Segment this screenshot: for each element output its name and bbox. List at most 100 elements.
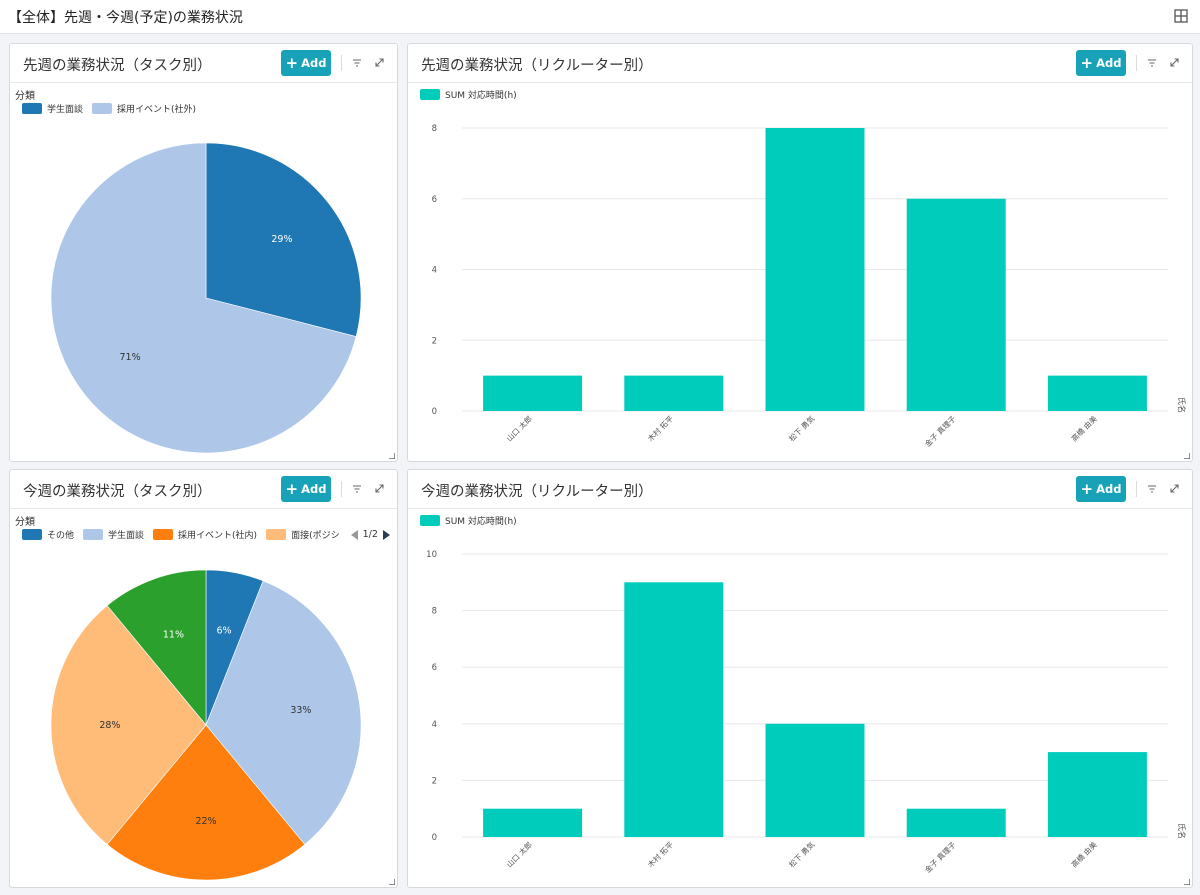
x-tick-label: 山口 太郎 [504, 839, 534, 869]
filter-icon[interactable] [352, 484, 362, 494]
legend-label: SUM 対応時間(h) [445, 517, 517, 527]
layout-grid-icon[interactable] [1174, 9, 1188, 23]
legend-swatch [420, 515, 440, 526]
bar[interactable] [906, 198, 1006, 411]
legend-item[interactable]: SUM 対応時間(h) [420, 88, 517, 101]
legend-item[interactable]: 採用イベント(社外) [92, 102, 196, 115]
bar-chart: 0 2 4 6 8 山口 太郎 木村 拓平 松下 勇気 金子 真理子 高橋 由美 氏名 [432, 124, 1187, 449]
panel-header: 先週の業務状況（タスク別） + Add [10, 44, 397, 83]
bar[interactable] [483, 375, 583, 411]
x-tick-label: 高橋 由美 [1069, 839, 1099, 869]
panel-this-week-recruiter: 今週の業務状況（リクルーター別） + Add SUM 対応時間(h) 0 2 4 6 8… [407, 469, 1193, 888]
legend-item[interactable]: 面接(ポジシ [266, 528, 340, 541]
panel-header: 今週の業務状況（リクルーター別） + Add [408, 470, 1192, 509]
toolbar-divider [341, 481, 342, 497]
prev-page-icon[interactable] [350, 529, 358, 540]
legend-label: 採用イベント(社外) [117, 105, 197, 115]
legend-item[interactable]: 学生面談 [22, 102, 83, 115]
filter-icon[interactable] [352, 58, 362, 68]
plus-icon: + [1080, 54, 1094, 72]
x-tick-label: 山口 太郎 [504, 413, 534, 443]
legend-caption: 分類 [15, 91, 35, 102]
pie-chart: 29% 71% [50, 142, 362, 454]
pie-slice-label: 71% [120, 352, 141, 363]
expand-icon[interactable] [374, 57, 385, 68]
add-button[interactable]: + Add [281, 476, 331, 502]
x-tick-label: 松下 勇気 [786, 413, 816, 443]
toolbar-divider [341, 55, 342, 71]
resize-handle-icon[interactable] [389, 453, 395, 459]
pie-slice-label: 33% [290, 705, 311, 716]
legend-swatch [22, 103, 42, 114]
panel-title: 今週の業務状況（タスク別） [23, 484, 212, 500]
y-tick-label: 8 [432, 124, 437, 134]
y-tick-label: 2 [432, 336, 437, 346]
chart-legend: その他 学生面談 採用イベント(社内) 面接(ポジシ 1/2 [22, 528, 390, 541]
plus-icon: + [285, 480, 299, 498]
x-tick-label: 木村 拓平 [645, 839, 675, 869]
pie-slice[interactable] [205, 580, 362, 845]
chart-legend: SUM 対応時間(h) [420, 88, 526, 101]
filter-icon[interactable] [1147, 58, 1157, 68]
legend-swatch [83, 529, 104, 540]
pie-slice[interactable] [106, 724, 306, 881]
filter-icon[interactable] [1147, 484, 1157, 494]
dashboard-header: 【全体】先週・今週(予定)の業務状況 [0, 0, 1200, 34]
next-page-icon[interactable] [382, 529, 390, 540]
pie-slice-label: 28% [99, 720, 120, 731]
resize-handle-icon[interactable] [1184, 453, 1190, 459]
x-tick-label: 金子 真理子 [922, 413, 958, 449]
pie-slice[interactable] [50, 142, 357, 454]
expand-icon[interactable] [1169, 57, 1180, 68]
resize-handle-icon[interactable] [389, 879, 395, 885]
bar[interactable] [624, 582, 724, 837]
pie-slice[interactable] [50, 605, 207, 845]
panel-title: 先週の業務状況（タスク別） [23, 58, 212, 74]
plus-icon: + [1080, 480, 1094, 498]
add-button[interactable]: + Add [1076, 50, 1126, 76]
y-tick-label: 8 [432, 607, 437, 617]
panel-title: 先週の業務状況（リクルーター別） [421, 58, 653, 74]
bar[interactable] [1047, 752, 1147, 837]
pie-slice-label: 6% [216, 626, 231, 637]
legend-label: 学生面談 [47, 105, 84, 115]
bar[interactable] [906, 808, 1006, 837]
y-tick-label: 4 [432, 720, 437, 730]
add-button-label: Add [1096, 482, 1122, 496]
y-tick-label: 6 [432, 195, 437, 205]
expand-icon[interactable] [1169, 483, 1180, 494]
x-tick-label: 松下 勇気 [786, 839, 816, 869]
legend-swatch [266, 529, 287, 540]
legend-item[interactable]: 学生面談 [83, 528, 144, 541]
chart-legend: 学生面談 採用イベント(社外) [22, 102, 205, 115]
add-button[interactable]: + Add [1076, 476, 1126, 502]
bar[interactable] [765, 128, 865, 411]
legend-item[interactable]: その他 [22, 528, 74, 541]
legend-label: 採用イベント(社内) [178, 531, 258, 541]
legend-item[interactable]: 採用イベント(社内) [153, 528, 257, 541]
bar-chart: 0 2 4 6 8 10 山口 太郎 木村 拓平 松下 勇気 金子 真理子 高橋 由美 氏名 [426, 550, 1187, 875]
legend-item[interactable]: SUM 対応時間(h) [420, 514, 517, 527]
y-tick-label: 10 [426, 550, 437, 560]
pie-slice-label: 29% [271, 234, 292, 245]
pie-slice[interactable] [205, 142, 362, 337]
chart-legend: SUM 対応時間(h) [420, 514, 526, 527]
panel-this-week-task: 今週の業務状況（タスク別） + Add 分類 その他 学生面談 採用イベント( [9, 469, 398, 888]
legend-swatch [92, 103, 113, 114]
expand-icon[interactable] [374, 483, 385, 494]
bar[interactable] [765, 723, 865, 837]
resize-handle-icon[interactable] [1184, 879, 1190, 885]
y-tick-label: 0 [432, 833, 437, 843]
x-axis-name: 氏名 [1177, 823, 1187, 839]
legend-caption: 分類 [15, 517, 35, 528]
legend-swatch [22, 529, 42, 540]
bar[interactable] [624, 375, 724, 411]
pie-slice[interactable] [106, 569, 207, 726]
bar[interactable] [1047, 375, 1147, 411]
add-button-label: Add [1096, 56, 1122, 70]
x-tick-label: 金子 真理子 [922, 839, 958, 875]
toolbar-divider [1136, 481, 1137, 497]
legend-label: その他 [47, 531, 75, 541]
add-button[interactable]: + Add [281, 50, 331, 76]
bar[interactable] [483, 808, 583, 837]
